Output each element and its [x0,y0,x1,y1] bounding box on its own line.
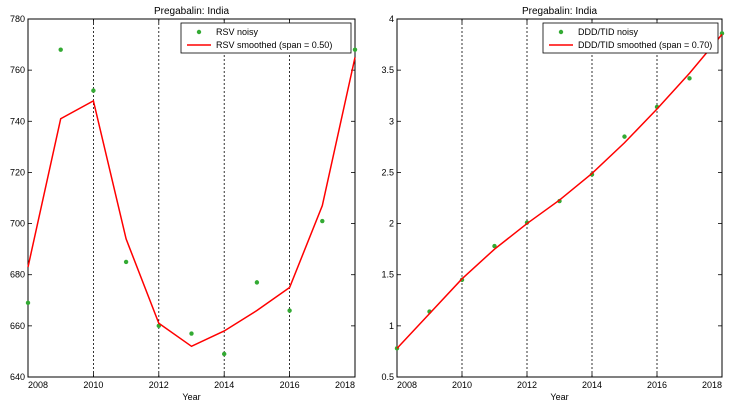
legend-box [180,22,352,54]
y-tick-label-5: 740 [10,116,25,126]
data-point-2017 [320,218,325,224]
x-tick-label-2018: 2018 [335,380,355,390]
data-point-2017 [687,76,692,81]
data-point-2015 [254,280,260,285]
rsv-chart: Pregabalin: India 2008 2010 2012 2014 2016 201… [10,6,358,402]
y-tick-label-4: 720 [10,167,25,177]
data-point-2011 [492,243,497,249]
y-tick-label-4: 2.5 [381,167,394,177]
y-tick-label-6: 3.5 [381,65,394,75]
legend-label-0: RSV noisy [216,27,259,37]
data-point-2016 [287,308,292,313]
data-point-2008 [25,300,31,306]
x-tick-label-2012: 2012 [149,380,169,390]
y-tick-label-2: 680 [10,270,25,280]
y-tick-label-7: 780 [10,14,25,24]
x-tick-label-2008: 2008 [28,380,48,390]
x-tick-label-2014: 2014 [582,380,602,390]
chart-panel-left: Pregabalin: India 2008 2010 2012 2014 2016 201… [10,6,358,402]
y-tick-label-3: 2 [389,219,394,229]
y-tick-label-3: 700 [10,219,25,229]
chart-panel-right: Pregabalin: India 2008 2010 2012 2014 2016 201… [370,0,740,411]
plot-frame [396,18,723,378]
legend-label-1: DDD/TID smoothed (span = 0.70) [578,40,712,50]
data-point-2018 [719,31,725,36]
x-tick-label-2018: 2018 [702,380,722,390]
data-point-2013 [189,331,194,336]
data-point-2010 [91,88,96,93]
y-tick-label-1: 660 [10,321,25,331]
x-tick-label-2010: 2010 [452,380,472,390]
y-tick-label-2: 1.5 [381,270,394,280]
legend-swatch-dot [196,29,202,35]
x-axis-label: Year [182,392,200,402]
x-tick-label-2014: 2014 [214,380,234,390]
y-tick-label-1: 1 [389,321,394,331]
ddd-chart: Pregabalin: India 2008 2010 2012 2014 2016 201… [381,6,725,402]
y-tick-label-5: 3 [389,116,394,126]
data-point-2009 [58,47,63,52]
data-point-2011 [123,259,129,265]
y-tick-label-0: 0.5 [381,372,394,382]
chart-title: Pregabalin: India [154,6,229,17]
data-point-2015 [622,134,627,139]
y-tick-label-7: 4 [389,14,394,24]
series-line-smoothed [27,57,356,348]
chart-title: Pregabalin: India [522,6,597,17]
plot-frame [27,18,356,378]
x-tick-label-2010: 2010 [83,380,103,390]
legend-label-1: RSV smoothed (span = 0.50) [216,40,332,50]
legend-swatch-dot [558,29,564,35]
legend-box [542,22,719,54]
series-line-smoothed [396,33,723,349]
x-axis-label: Year [550,392,568,402]
x-tick-label-2012: 2012 [517,380,537,390]
y-tick-label-0: 640 [10,372,25,382]
y-tick-label-6: 760 [10,65,25,75]
x-tick-label-2016: 2016 [280,380,300,390]
data-point-2014 [222,351,227,357]
x-tick-label-2008: 2008 [397,380,417,390]
legend-label-0: DDD/TID noisy [578,27,639,37]
data-point-2018 [352,47,358,52]
x-tick-label-2016: 2016 [647,380,667,390]
